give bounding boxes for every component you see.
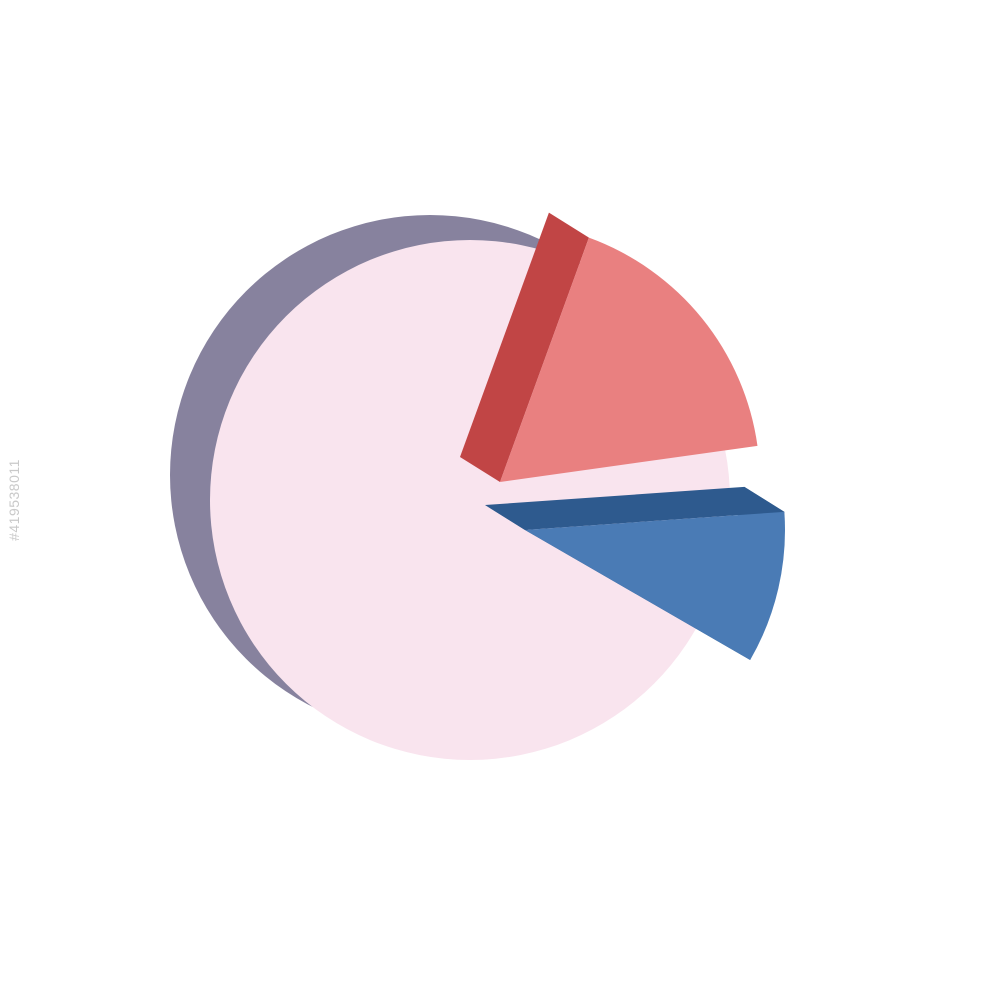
- watermark-text: #419538011: [6, 459, 22, 541]
- pie-chart-3d: #419538011: [0, 0, 1000, 1000]
- pie-chart-svg: [0, 0, 1000, 1000]
